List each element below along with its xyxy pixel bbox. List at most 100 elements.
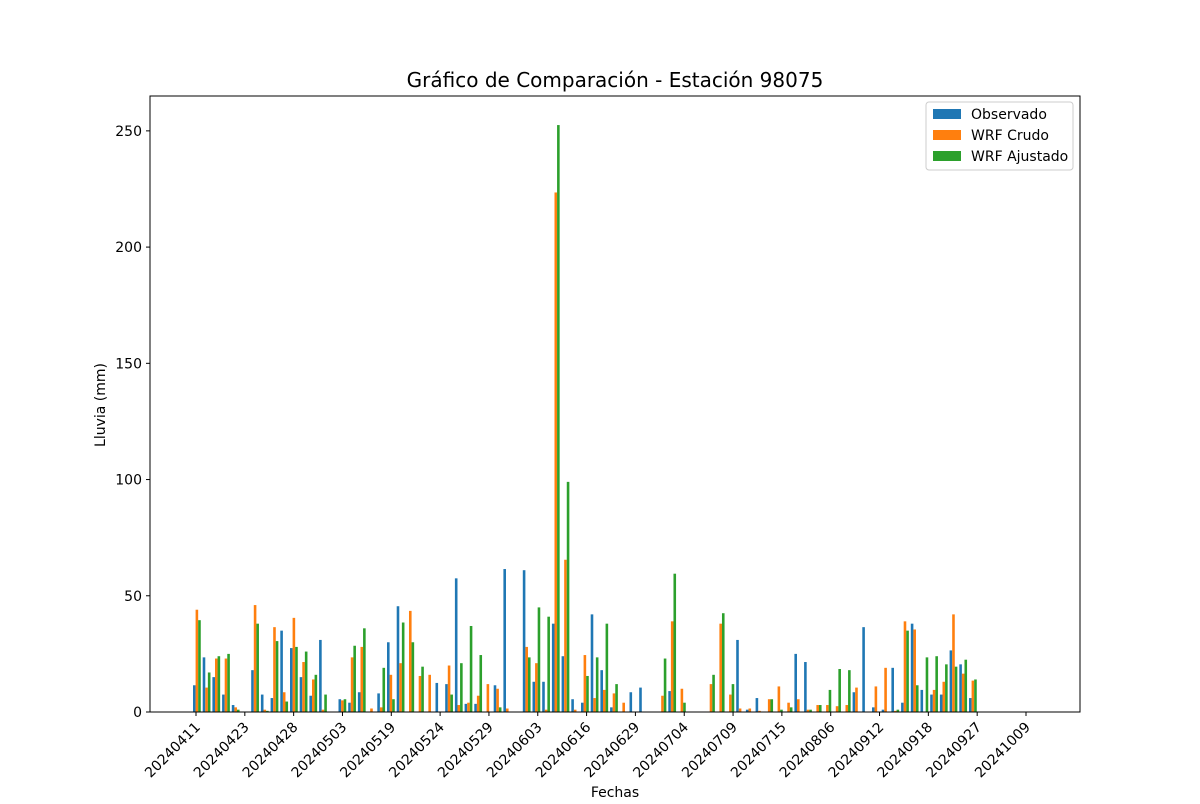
bar-observado-0 (193, 685, 196, 712)
bar-wrf-crudo-70 (874, 686, 878, 712)
bar-wrf-ajustado-3 (227, 653, 230, 712)
bar-observado-15 (338, 699, 342, 712)
bar-wrf-crudo-54 (719, 623, 722, 712)
legend-label-2: WRF Ajustado (971, 149, 1068, 165)
bar-wrf-crudo-58 (758, 710, 761, 712)
bar-wrf-crudo-24 (428, 674, 431, 712)
bar-observado-17 (357, 692, 361, 712)
bar-wrf-ajustado-11 (304, 651, 308, 712)
bar-observado-7 (260, 694, 264, 712)
bar-wrf-crudo-1 (205, 687, 208, 712)
bar-wrf-crudo-34 (525, 646, 528, 712)
bar-wrf-crudo-0 (195, 609, 199, 712)
bar-wrf-crudo-31 (496, 688, 499, 712)
y-axis-label: Lluvia (mm) (93, 363, 109, 447)
bar-wrf-ajustado-41 (595, 657, 599, 712)
bar-observado-29 (474, 703, 477, 712)
bar-observado-75 (920, 689, 924, 712)
legend-label-1: WRF Crudo (971, 128, 1049, 144)
y-tick-label-200: 200 (115, 240, 142, 256)
bar-observado-27 (454, 578, 458, 712)
chart-title: Gráfico de Comparación - Estación 98075 (407, 68, 824, 92)
bar-observado-71 (881, 709, 885, 712)
bar-wrf-crudo-67 (845, 705, 849, 712)
bar-observado-6 (251, 670, 254, 712)
y-tick-label-0: 0 (133, 705, 142, 721)
bar-wrf-ajustado-35 (537, 607, 541, 712)
bar-wrf-ajustado-21 (401, 622, 405, 712)
bar-observado-38 (561, 656, 565, 712)
bar-observado-16 (348, 702, 351, 712)
bar-wrf-ajustado-80 (974, 679, 977, 712)
legend-box (925, 101, 1074, 171)
bar-wrf-crudo-18 (370, 708, 373, 712)
bar-wrf-ajustado-19 (382, 667, 386, 712)
bar-wrf-ajustado-64 (818, 705, 822, 712)
bar-wrf-crudo-77 (942, 681, 946, 712)
bar-wrf-ajustado-37 (557, 125, 560, 712)
bar-wrf-ajustado-79 (964, 659, 968, 712)
bar-wrf-crudo-20 (389, 674, 393, 712)
bar-observado-80 (969, 698, 972, 712)
bar-wrf-ajustado-49 (673, 573, 677, 712)
bar-observado-13 (319, 639, 322, 712)
bar-wrf-ajustado-23 (421, 666, 424, 712)
bar-wrf-crudo-2 (214, 658, 218, 712)
bar-wrf-ajustado-74 (915, 685, 919, 712)
bar-wrf-crudo-39 (573, 709, 577, 712)
bar-wrf-crudo-65 (826, 705, 829, 712)
bar-wrf-crudo-71 (884, 667, 887, 712)
bar-wrf-ajustado-72 (896, 709, 900, 712)
bar-wrf-ajustado-54 (721, 613, 725, 712)
bar-observado-45 (629, 692, 633, 712)
bar-observado-2 (212, 677, 215, 712)
bar-wrf-crudo-29 (476, 695, 480, 712)
bar-wrf-ajustado-16 (353, 645, 356, 712)
bar-wrf-crudo-49 (670, 621, 674, 712)
bar-observado-32 (503, 569, 506, 712)
bar-wrf-crudo-63 (806, 709, 810, 712)
bar-wrf-ajustado-48 (663, 658, 667, 712)
bar-wrf-ajustado-31 (498, 707, 502, 712)
bar-observado-20 (387, 642, 390, 712)
bar-wrf-crudo-32 (505, 708, 509, 712)
bar-wrf-ajustado-6 (256, 623, 259, 712)
bar-observado-39 (571, 699, 574, 712)
legend-swatch-1 (933, 130, 961, 140)
bar-observado-62 (794, 653, 797, 712)
bar-wrf-crudo-35 (535, 663, 538, 712)
bar-wrf-ajustado-7 (266, 710, 269, 712)
bar-wrf-crudo-59 (767, 699, 771, 712)
bar-wrf-ajustado-38 (566, 481, 570, 712)
bar-wrf-crudo-57 (748, 708, 752, 712)
bar-observado-36 (542, 681, 545, 712)
bar-wrf-crudo-4 (234, 707, 237, 712)
bar-wrf-crudo-60 (777, 686, 781, 712)
bar-observado-40 (581, 702, 584, 712)
bar-wrf-ajustado-42 (605, 623, 609, 712)
bar-wrf-crudo-56 (738, 708, 742, 712)
bar-wrf-crudo-30 (486, 684, 490, 712)
bar-observado-68 (852, 692, 856, 712)
bar-observado-37 (551, 623, 555, 712)
bar-wrf-ajustado-15 (343, 699, 347, 712)
bar-observado-43 (610, 707, 613, 712)
bar-observado-73 (901, 702, 904, 712)
bar-wrf-crudo-16 (350, 657, 354, 712)
bar-observado-26 (445, 684, 448, 712)
bar-wrf-crudo-80 (971, 680, 975, 712)
bar-wrf-crudo-53 (709, 684, 713, 712)
bar-wrf-crudo-13 (321, 709, 325, 712)
bar-wrf-ajustado-1 (207, 672, 211, 712)
bar-wrf-ajustado-2 (217, 656, 221, 712)
bar-observado-11 (299, 677, 303, 712)
bar-observado-35 (532, 681, 536, 712)
plot-frame (149, 95, 1081, 713)
bar-wrf-ajustado-59 (770, 699, 774, 712)
bar-wrf-crudo-41 (593, 698, 596, 712)
bar-wrf-ajustado-8 (275, 641, 279, 712)
bar-wrf-ajustado-0 (198, 620, 201, 712)
bar-observado-78 (949, 650, 953, 712)
bar-wrf-crudo-15 (341, 700, 344, 712)
